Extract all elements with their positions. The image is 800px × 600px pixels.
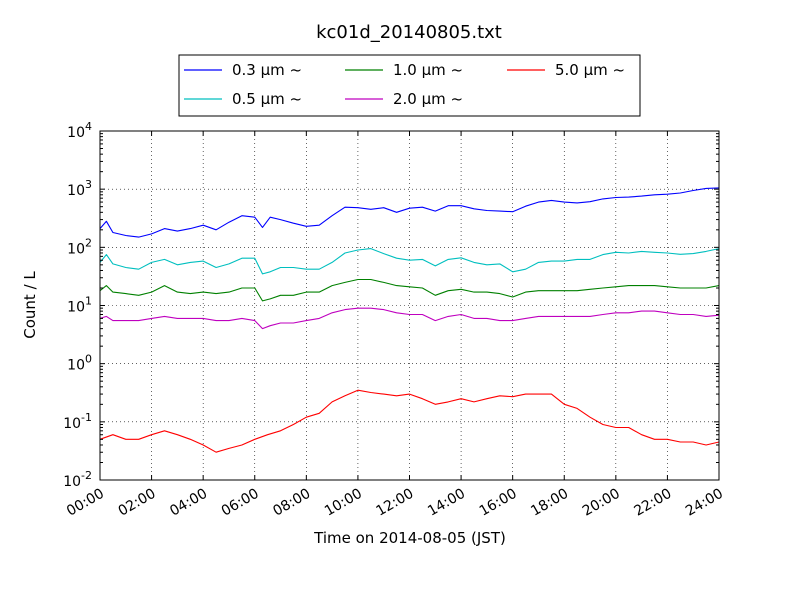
y-tick-exponent: 1 bbox=[85, 295, 92, 308]
series-layer bbox=[99, 187, 720, 453]
series-line-2 bbox=[99, 278, 720, 302]
legend-label-0: 0.3 μm ~ bbox=[232, 61, 302, 79]
series-line-3 bbox=[99, 307, 720, 330]
y-tick-exponent: 4 bbox=[85, 120, 92, 133]
legend-box bbox=[178, 54, 641, 117]
legend-label-1: 0.5 μm ~ bbox=[232, 90, 302, 108]
series-line-0 bbox=[99, 187, 720, 238]
y-tick-base: 10 bbox=[67, 358, 85, 374]
legend-label-2: 1.0 μm ~ bbox=[393, 61, 463, 79]
x-axis-label: Time on 2014-08-05 (JST) bbox=[313, 529, 506, 547]
y-tick-exponent: 3 bbox=[85, 178, 92, 191]
y-tick-label: 100 bbox=[67, 353, 92, 374]
y-tick-base: 10 bbox=[67, 183, 85, 199]
legend-label-4: 5.0 μm ~ bbox=[555, 61, 625, 79]
y-tick-base: 10 bbox=[67, 125, 85, 141]
legend-label-3: 2.0 μm ~ bbox=[393, 90, 463, 108]
series-line-1 bbox=[99, 248, 720, 275]
y-tick-exponent: -2 bbox=[81, 469, 92, 482]
y-tick-exponent: 0 bbox=[85, 353, 92, 366]
y-tick-base: 10 bbox=[67, 300, 85, 316]
y-tick-label: 103 bbox=[67, 178, 92, 199]
y-tick-base: 10 bbox=[63, 474, 81, 490]
y-tick-label: 102 bbox=[67, 236, 92, 257]
y-tick-label: 104 bbox=[67, 120, 92, 141]
y-tick-exponent: -1 bbox=[81, 411, 92, 424]
y-tick-label: 10-1 bbox=[63, 411, 92, 432]
y-tick-label: 101 bbox=[67, 295, 92, 316]
chart-title: kc01d_20140805.txt bbox=[316, 22, 502, 43]
y-tick-label: 10-2 bbox=[63, 469, 92, 490]
series-line-4 bbox=[99, 389, 720, 453]
y-axis-label: Count / L bbox=[21, 271, 39, 339]
legend: 0.3 μm ~ 0.5 μm ~ 1.0 μm ~ 2.0 μm ~ 5.0 μm ~ bbox=[178, 54, 641, 117]
y-tick-base: 10 bbox=[67, 241, 85, 257]
y-tick-exponent: 2 bbox=[85, 236, 92, 249]
y-tick-base: 10 bbox=[63, 416, 81, 432]
